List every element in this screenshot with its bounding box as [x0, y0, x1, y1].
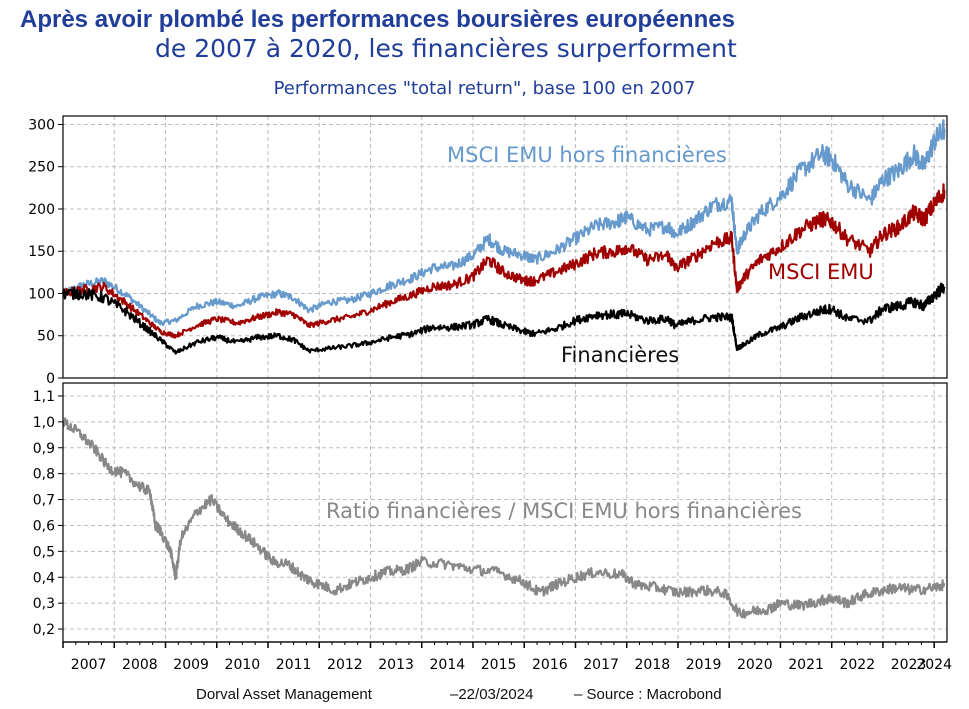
bottom-panel: 0,2 0,3 0,4 0,5 0,6 0,7 0,8 0,9 1,0 1,1 Ratio fina… — [33, 382, 948, 643]
y-tick-label: 50 — [37, 329, 55, 345]
x-tick-label: 2011 — [276, 657, 312, 673]
y-tick-label: 0,8 — [33, 467, 55, 483]
y-tick-label: 1,1 — [33, 389, 55, 405]
x-tick-label: 2017 — [583, 657, 619, 673]
y-tick-label: 100 — [28, 286, 55, 302]
y-tick-label: 0 — [46, 371, 55, 387]
series-line-1 — [61, 183, 946, 339]
footer-source: – Source : Macrobond — [574, 686, 722, 703]
y-tick-label: 200 — [28, 202, 55, 218]
footer-source-org: Dorval Asset Management — [196, 686, 372, 703]
y-tick-label: 1,0 — [33, 415, 55, 431]
legend-label-financials: Financières — [561, 343, 679, 367]
x-tick-label: 2023 — [891, 657, 927, 673]
chart-title-line1: Après avoir plombé les performances bour… — [20, 6, 735, 33]
top-panel: 0 50 100 150 200 250 300 MSCI EMU hors financiè… — [28, 115, 948, 387]
y-tick-label: 150 — [28, 244, 55, 260]
x-tick-label: 2016 — [532, 657, 568, 673]
x-tick-label: 2009 — [173, 657, 209, 673]
y-tick-label: 0,9 — [33, 441, 55, 457]
x-tick-label: 2010 — [225, 657, 261, 673]
x-tick-label: 2007 — [71, 657, 107, 673]
series-line-2 — [61, 282, 946, 355]
plot-area — [63, 383, 947, 642]
y-tick-label: 0,2 — [33, 622, 55, 638]
y-tick-label: 0,7 — [33, 493, 55, 509]
y-tick-label: 0,4 — [33, 570, 55, 586]
legend-label-msci-emu-ex-fin: MSCI EMU hors financières — [447, 143, 727, 167]
x-tick-label: 2014 — [430, 657, 466, 673]
legend-label-msci-emu: MSCI EMU — [768, 260, 874, 284]
plot-frame — [62, 115, 948, 379]
x-tick-label: 2020 — [737, 657, 773, 673]
x-tick-label: 2021 — [788, 657, 824, 673]
y-tick-label: 0,6 — [33, 518, 55, 534]
series-line-0 — [61, 119, 946, 327]
x-tick-label: 2024 — [916, 657, 952, 673]
y-tick-label: 0,5 — [33, 544, 55, 560]
footer-date: –22/03/2024 — [450, 686, 534, 703]
x-tick-label: 2008 — [122, 657, 158, 673]
x-tick-label: 2013 — [378, 657, 414, 673]
x-tick-label: 2012 — [327, 657, 363, 673]
chart-title-line2: de 2007 à 2020, les financières surperfo… — [155, 34, 737, 63]
legend-label-ratio: Ratio financières / MSCI EMU hors financ… — [326, 499, 802, 523]
x-tick-label: 2019 — [686, 657, 722, 673]
y-tick-label: 250 — [28, 160, 55, 176]
chart-subtitle: Performances "total return", base 100 en… — [273, 78, 696, 99]
x-tick-label: 2018 — [635, 657, 671, 673]
x-tick-label: 2015 — [481, 657, 517, 673]
x-axis: 2007 2008 2009 2010 2011 2012 2013 2014 2015 2016… — [62, 641, 952, 673]
y-tick-label: 300 — [28, 117, 55, 133]
x-tick-label: 2022 — [839, 657, 875, 673]
series-line-0 — [62, 417, 946, 619]
y-tick-label: 0,3 — [33, 596, 55, 612]
